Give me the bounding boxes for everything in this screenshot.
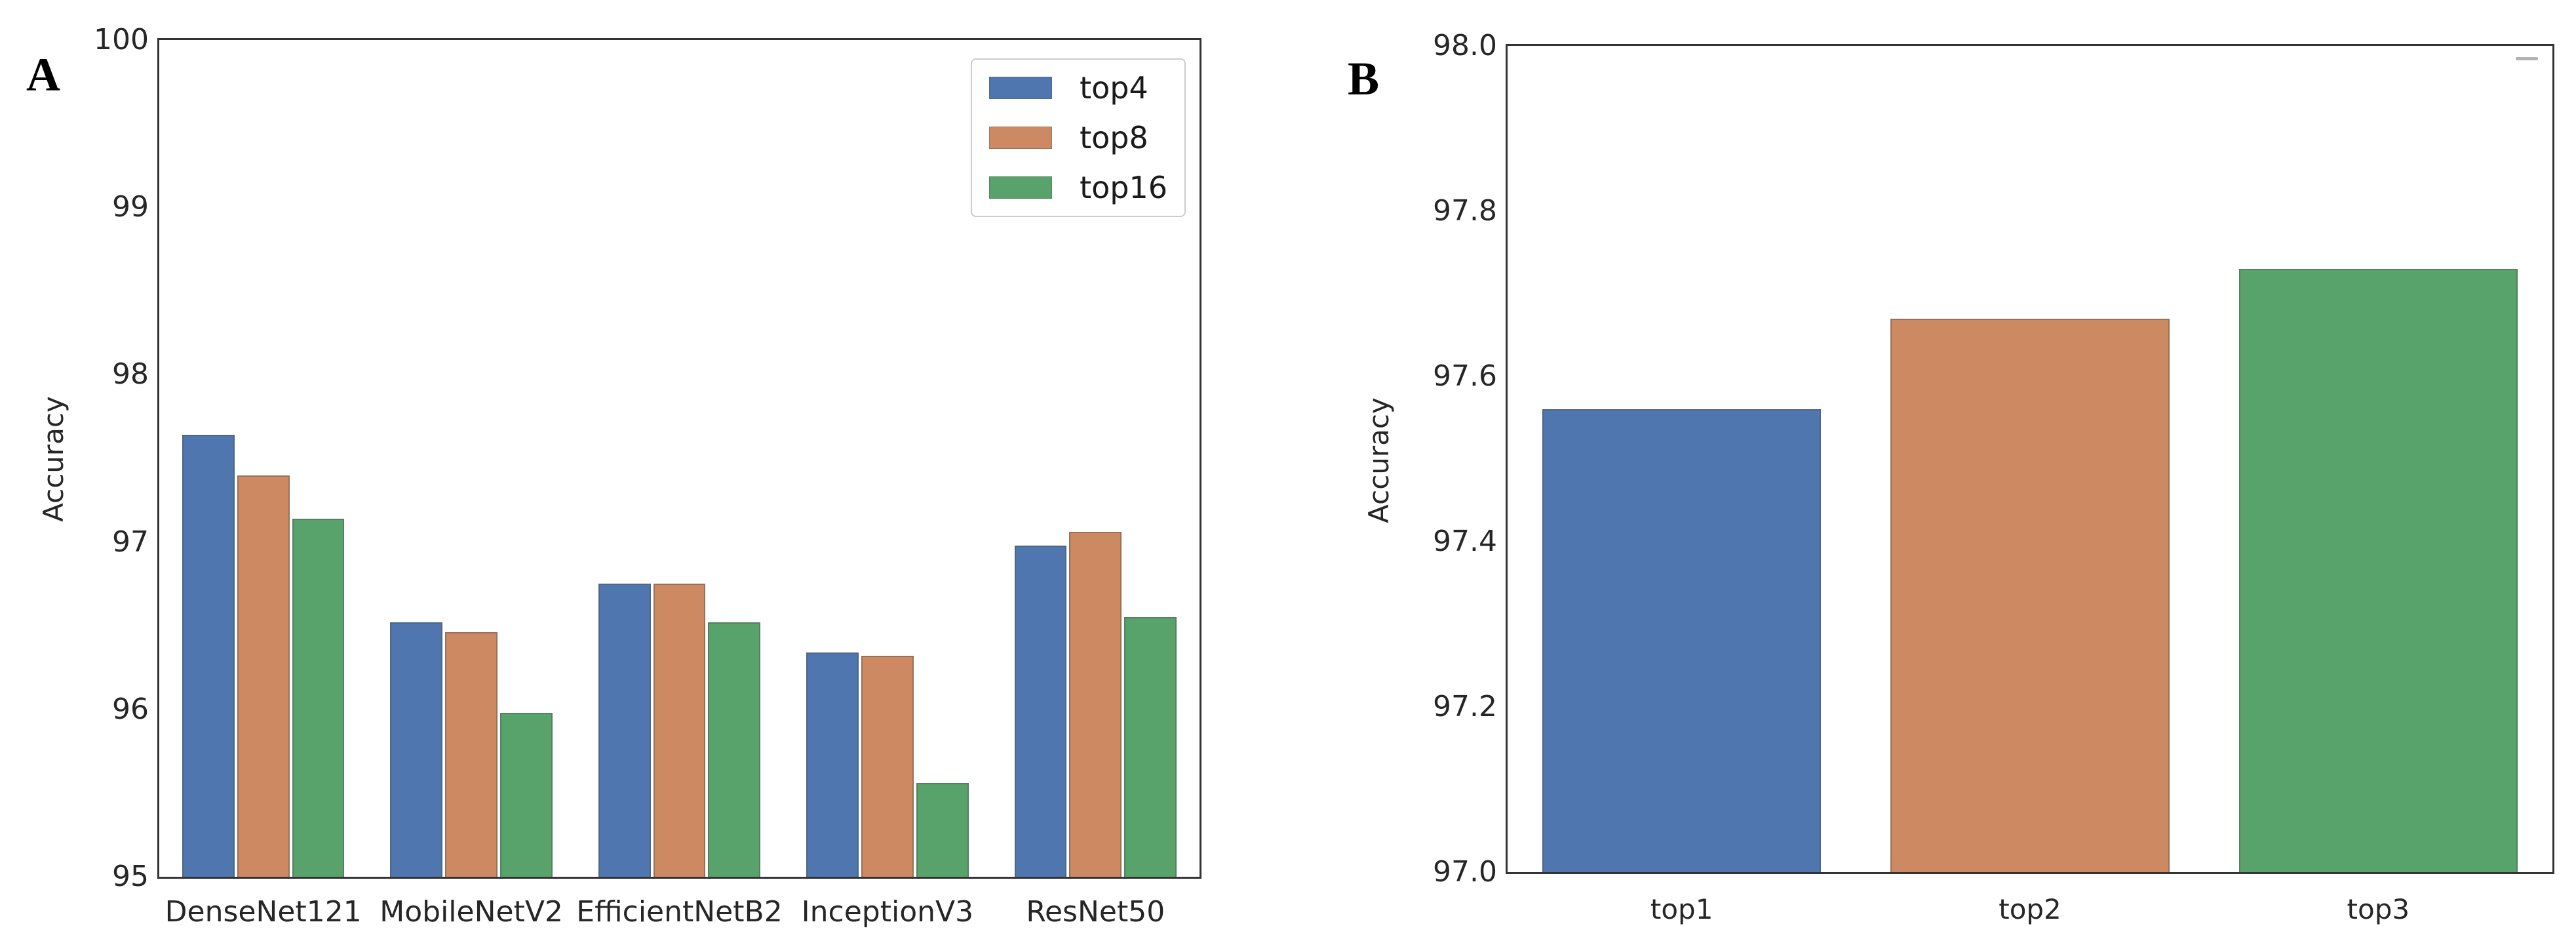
- bar-top4-EfficientNetB2: [598, 584, 651, 877]
- legend: top4 top8 top16: [971, 58, 1186, 217]
- x-axis-tick-label: MobileNetV2: [380, 895, 563, 929]
- y-axis-tick-label: 97.8: [1433, 194, 1497, 228]
- x-axis-tick-label: top3: [2347, 893, 2410, 925]
- plot-area-panel-a: 95 96 97 98 99 100 DenseNet121 MobileNetV2 Effic…: [94, 26, 1201, 927]
- legend-swatch-top4: [989, 77, 1053, 99]
- x-axis-tick-label: top2: [1999, 893, 2061, 925]
- legend-swatch-top16: [989, 176, 1053, 199]
- x-axis-tick-label: ResNet50: [1026, 895, 1165, 929]
- y-axis-tick-label: 96: [112, 692, 149, 726]
- y-axis-tick-label: 97.4: [1433, 525, 1497, 558]
- bar-top8-ResNet50: [1069, 532, 1122, 877]
- legend-label-top4: top4: [1080, 70, 1148, 106]
- y-axis-tick-label: 97.0: [1433, 855, 1497, 889]
- y-axis-tick-label: 97.2: [1433, 690, 1497, 723]
- legend-row-top8: top8: [989, 123, 1167, 153]
- x-axis-tick-label: top1: [1650, 893, 1713, 925]
- bar-top8-DenseNet121: [237, 475, 290, 877]
- y-axis-tick-label: 97: [112, 525, 149, 559]
- bar-top16-EfficientNetB2: [708, 622, 761, 877]
- panel-label-b: B: [1348, 52, 1380, 105]
- x-axis-tick-label: DenseNet121: [165, 895, 362, 929]
- legend-row-top16: top16: [989, 172, 1167, 203]
- legend-label-top16: top16: [1080, 170, 1167, 205]
- y-axis-title-b: Accuracy: [1363, 397, 1395, 523]
- y-axis-tick-label: 97.6: [1433, 359, 1497, 393]
- y-axis-tick-label: 95: [112, 860, 149, 893]
- bar-top16-MobileNetV2: [500, 712, 553, 877]
- y-axis-tick-label: 98: [112, 357, 149, 391]
- panel-label-a: A: [26, 49, 60, 101]
- legend-swatch-top8: [989, 127, 1053, 149]
- bar-top8-MobileNetV2: [445, 632, 498, 877]
- bar-top4-InceptionV3: [806, 652, 859, 877]
- bar-top4-MobileNetV2: [390, 622, 443, 877]
- bar-top1: [1542, 409, 1822, 872]
- y-axis-tick-label: 98.0: [1433, 29, 1497, 62]
- bar-top16-ResNet50: [1124, 617, 1177, 877]
- y-axis-tick-label: 100: [94, 23, 149, 56]
- bar-top4-ResNet50: [1014, 545, 1067, 877]
- stray-mark-decoration: [2516, 57, 2538, 60]
- bar-top2: [1890, 318, 2170, 872]
- plot-area-panel-b: 97.0 97.2 97.4 97.6 97.8 98.0 top1 top2 top3: [1433, 31, 2554, 923]
- bar-top4-DenseNet121: [182, 435, 235, 877]
- bar-top8-InceptionV3: [861, 656, 914, 877]
- bar-top16-DenseNet121: [292, 518, 345, 877]
- bar-top8-EfficientNetB2: [653, 584, 706, 877]
- x-axis-tick-label: InceptionV3: [801, 895, 974, 929]
- legend-row-top4: top4: [989, 73, 1167, 103]
- legend-label-top8: top8: [1080, 120, 1148, 155]
- y-axis-title-a: Accuracy: [37, 396, 69, 522]
- x-axis-tick-label: EfficientNetB2: [576, 895, 783, 929]
- bar-top16-InceptionV3: [916, 783, 969, 877]
- y-axis-tick-label: 99: [112, 190, 149, 224]
- bar-top3: [2238, 269, 2518, 872]
